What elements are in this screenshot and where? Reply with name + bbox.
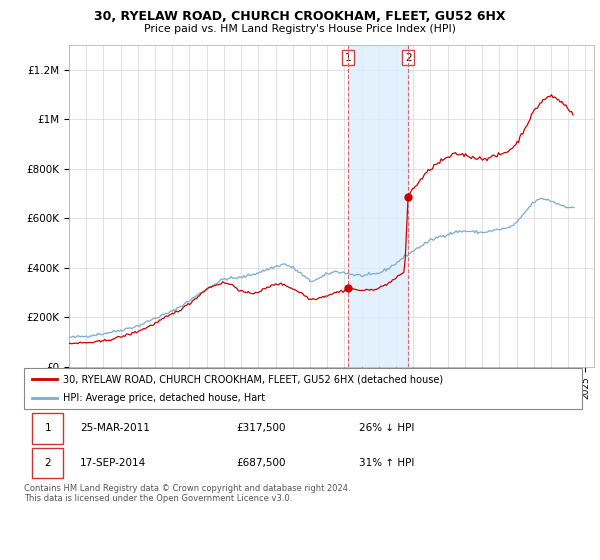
Text: 30, RYELAW ROAD, CHURCH CROOKHAM, FLEET, GU52 6HX (detached house): 30, RYELAW ROAD, CHURCH CROOKHAM, FLEET,…: [63, 375, 443, 384]
Bar: [348, 45, 408, 367]
Text: 2: 2: [405, 53, 412, 63]
Text: HPI: Average price, detached house, Hart: HPI: Average price, detached house, Hart: [63, 393, 265, 403]
FancyBboxPatch shape: [32, 413, 63, 444]
Text: 25-MAR-2011: 25-MAR-2011: [80, 423, 149, 433]
Text: Contains HM Land Registry data © Crown copyright and database right 2024.
This d: Contains HM Land Registry data © Crown c…: [24, 484, 350, 503]
Text: £687,500: £687,500: [236, 458, 286, 468]
Text: £317,500: £317,500: [236, 423, 286, 433]
Text: 17-SEP-2014: 17-SEP-2014: [80, 458, 146, 468]
Text: 1: 1: [44, 423, 51, 433]
Text: 2: 2: [44, 458, 51, 468]
Text: 30, RYELAW ROAD, CHURCH CROOKHAM, FLEET, GU52 6HX: 30, RYELAW ROAD, CHURCH CROOKHAM, FLEET,…: [94, 10, 506, 23]
FancyBboxPatch shape: [32, 447, 63, 478]
Text: Price paid vs. HM Land Registry's House Price Index (HPI): Price paid vs. HM Land Registry's House …: [144, 24, 456, 34]
FancyBboxPatch shape: [24, 368, 582, 409]
Text: 31% ↑ HPI: 31% ↑ HPI: [359, 458, 414, 468]
Text: 26% ↓ HPI: 26% ↓ HPI: [359, 423, 414, 433]
Text: 1: 1: [344, 53, 351, 63]
